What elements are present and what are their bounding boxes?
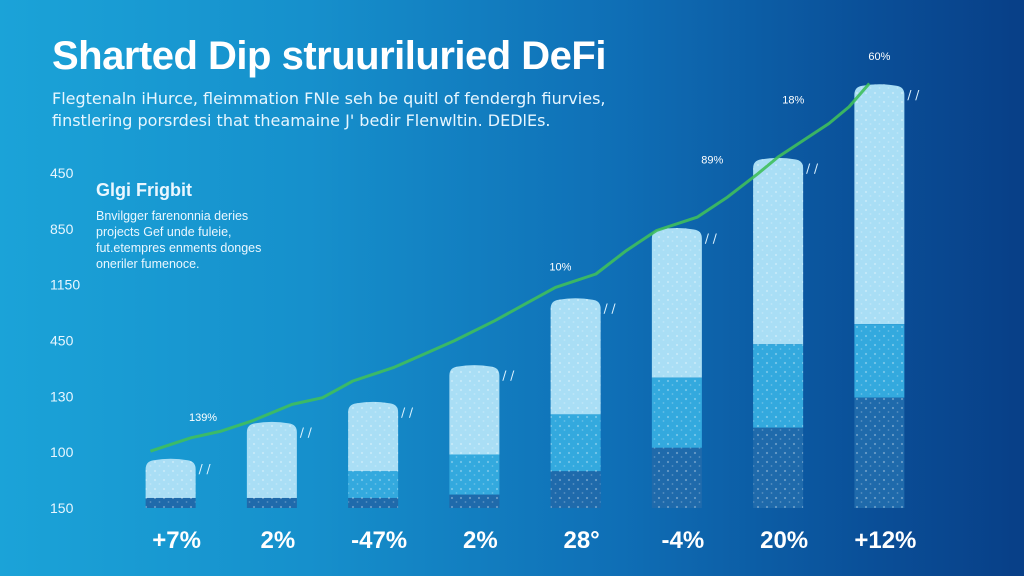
trend-group: 139% 10% 89% 18% 60% [149, 51, 891, 453]
chart-subtitle: Flegtenaln iHurce, fleimmation FNle seh … [52, 88, 605, 132]
point-label: 18% [782, 95, 804, 107]
legend-line: Bnvilgger farenonnia deries [96, 209, 249, 223]
bar-texture [145, 458, 196, 498]
legend-title: Glgi Frigbit [96, 180, 192, 200]
bar-accent-mark: / / [199, 462, 212, 476]
bar-accent-mark: / / [401, 405, 414, 419]
legend-line: oneriler fumenoce. [96, 257, 200, 271]
x-category-label: 28° [563, 527, 599, 554]
bar-accent-mark: / / [502, 369, 515, 383]
bar-texture [550, 414, 601, 472]
point-label: 10% [549, 262, 571, 274]
x-category-label: 20% [760, 527, 808, 554]
bar-texture [651, 447, 702, 508]
point-label: 60% [868, 51, 890, 63]
x-category-label: +12% [854, 527, 916, 554]
point-label: 89% [701, 155, 723, 167]
bar-texture [753, 157, 804, 345]
bar-texture [854, 397, 905, 508]
bar-texture [246, 421, 297, 498]
bar-stack: / / [449, 365, 515, 508]
y-axis: 450 850 1150 450 130 100 150 [50, 165, 80, 516]
trend-line [149, 82, 871, 453]
bar-texture [550, 471, 601, 508]
y-tick-label: 850 [50, 221, 74, 237]
x-category-label: +7% [152, 527, 201, 554]
bar-texture [449, 365, 500, 455]
bar-stack: / / [854, 84, 920, 508]
legend-line: fut.etempres enments donges [96, 241, 262, 255]
bar-texture [348, 401, 399, 472]
bar-texture [753, 344, 804, 428]
bars-group: / / / / / / / / / / / / / / / / [145, 84, 920, 508]
subtitle-line: Flegtenaln iHurce, fleimmation FNle seh … [52, 89, 606, 108]
subtitle-line: finstlering porsrdesi that theamaine J' … [52, 111, 551, 130]
bar-texture [854, 84, 905, 325]
y-tick-label: 100 [50, 444, 74, 460]
bar-texture [753, 427, 804, 508]
y-tick-label: 130 [50, 388, 74, 404]
point-label: 139% [189, 412, 217, 424]
y-tick-label: 150 [50, 500, 74, 516]
y-tick-label: 450 [50, 333, 74, 349]
bar-texture [449, 454, 500, 495]
bar-accent-mark: / / [300, 425, 313, 439]
bar-texture [348, 471, 399, 498]
bar-stack: / / [753, 157, 819, 508]
bar-texture [246, 497, 297, 508]
bar-texture [651, 228, 702, 378]
x-category-label: 2% [261, 527, 296, 554]
y-tick-label: 1150 [50, 277, 80, 293]
bar-texture [348, 497, 399, 508]
bar-accent-mark: / / [705, 232, 718, 246]
chart-title: Sharted Dip struuriluried DeFi [52, 34, 606, 78]
x-category-label: 2% [463, 527, 498, 554]
y-tick-label: 450 [50, 165, 74, 181]
x-category-label: -47% [351, 527, 407, 554]
bar-accent-mark: / / [604, 302, 617, 316]
x-category-label: -4% [662, 527, 705, 554]
bar-accent-mark: / / [806, 161, 819, 175]
legend-line: projects Gef unde fuleie, [96, 225, 232, 239]
legend-description: Bnvilgger farenonnia deries projects Gef… [96, 208, 261, 272]
bar-texture [145, 497, 196, 508]
bar-texture [449, 494, 500, 508]
bar-stack: / / [651, 228, 718, 508]
bar-stack: / / [145, 458, 212, 508]
bar-texture [550, 298, 601, 415]
bar-texture [651, 377, 702, 448]
bar-stack: / / [348, 401, 414, 508]
bar-stack: / / [550, 298, 617, 508]
bar-texture [854, 324, 905, 398]
x-axis: +7% 2% -47% 2% 28° -4% 20% +12% [152, 527, 916, 554]
bar-stack: / / [246, 421, 313, 508]
bar-accent-mark: / / [907, 88, 920, 102]
